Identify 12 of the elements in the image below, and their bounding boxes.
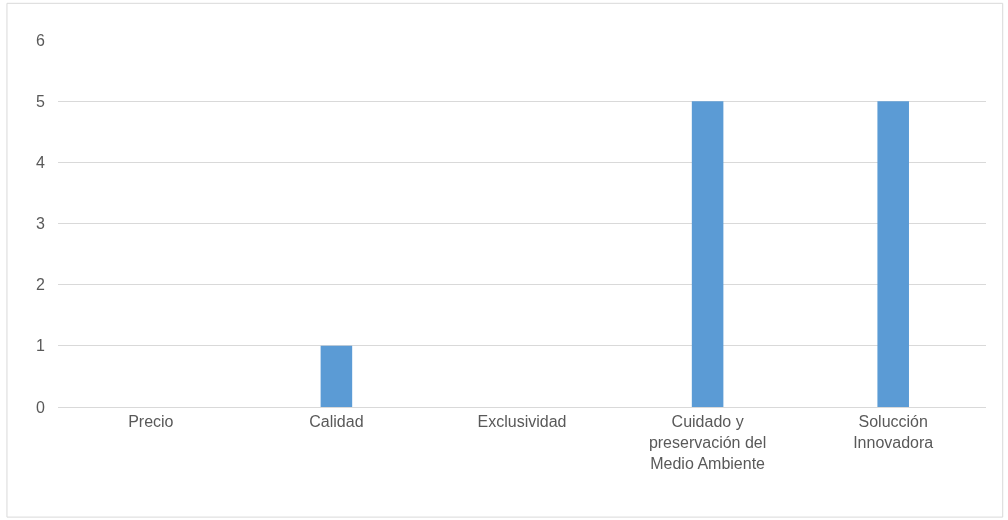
y-tick-label: 3 [36, 215, 46, 233]
x-tick-label: Precio [128, 413, 174, 431]
x-tick-label: Solucción Innovadora [853, 413, 934, 451]
y-tick-label: 4 [36, 153, 46, 171]
x-tick-label: Exclusividad [477, 413, 567, 431]
y-tick-label: 2 [36, 276, 46, 294]
y-tick-label: 0 [36, 398, 46, 416]
y-tick-label: 6 [36, 31, 46, 49]
x-tick-label: Calidad [309, 413, 364, 431]
y-tick-label: 1 [36, 337, 46, 355]
y-tick-label: 5 [36, 92, 46, 110]
x-tick-label: Cuidado y preservación del Medio Ambiente [648, 413, 767, 472]
